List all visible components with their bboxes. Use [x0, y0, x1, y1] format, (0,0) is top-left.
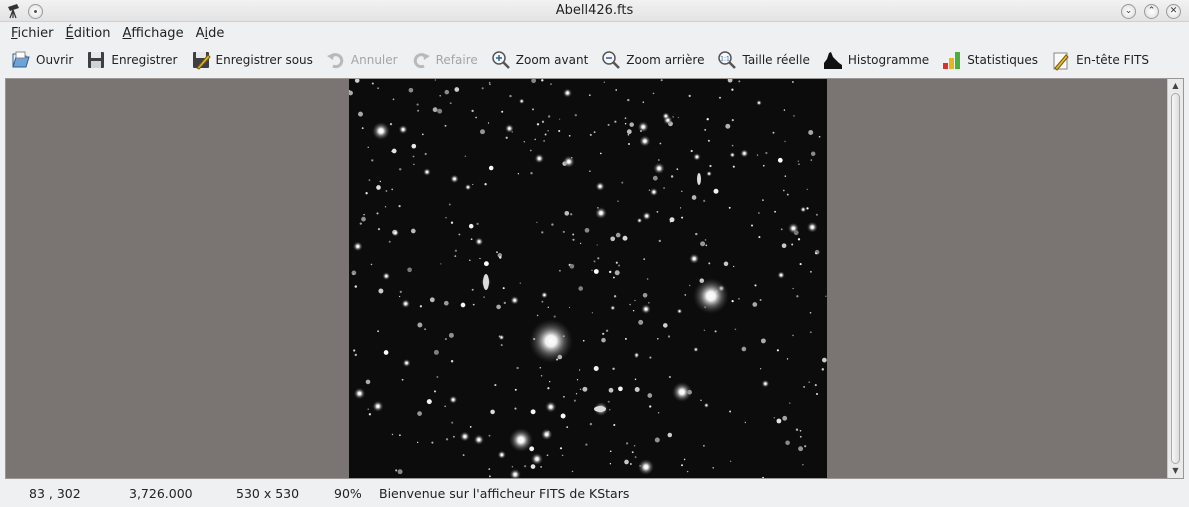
fits-image[interactable] — [349, 79, 827, 478]
menu-bar: Fichier Édition Affichage Aide — [0, 22, 1189, 44]
document-edit-icon — [1053, 52, 1069, 71]
status-message: Bienvenue sur l'afficheur FITS de KStars — [379, 485, 630, 501]
keep-above-button[interactable] — [28, 4, 43, 19]
zoom-out-icon — [602, 51, 621, 69]
menu-edition[interactable]: Édition — [65, 25, 111, 41]
kstars-telescope-icon[interactable] — [6, 3, 22, 19]
status-coordinates: 83 , 302 — [29, 485, 81, 501]
status-bar: 83 , 302 3,726.000 530 x 530 90% Bienven… — [0, 481, 1189, 505]
scroll-down-icon[interactable]: ▼ — [1172, 466, 1179, 475]
histogram-button[interactable]: Histogramme — [818, 47, 933, 73]
save-button[interactable]: Enregistrer — [81, 47, 181, 73]
vertical-scrollbar[interactable]: ▲ ▼ — [1167, 79, 1183, 478]
zoom-in-button[interactable]: Zoom avant — [486, 47, 593, 73]
scrollbar-thumb[interactable] — [1171, 93, 1180, 464]
statistics-button[interactable]: Statistiques — [937, 47, 1042, 73]
menu-affichage[interactable]: Affichage — [122, 25, 184, 41]
redo-icon — [413, 53, 430, 69]
main-toolbar: Ouvrir Enregistrer Enregistrer sous Annu… — [0, 45, 1189, 75]
histogram-icon — [823, 52, 842, 69]
menu-fichier[interactable]: Fichier — [11, 25, 54, 41]
minimize-button[interactable]: ⌄ — [1121, 4, 1136, 19]
zoom-in-icon — [492, 51, 510, 69]
window-title: Abell426.fts — [555, 3, 634, 18]
fits-view-area[interactable]: ▲ ▼ — [5, 78, 1184, 479]
fits-header-button[interactable]: En-tête FITS — [1046, 47, 1153, 73]
status-zoom: 90% — [334, 485, 362, 501]
scroll-up-icon[interactable]: ▲ — [1172, 81, 1179, 90]
zoom-original-icon: 1:1 — [718, 51, 737, 69]
status-image-size: 530 x 530 — [236, 485, 300, 501]
redo-button[interactable]: Refaire — [406, 47, 482, 73]
floppy-save-icon — [88, 52, 105, 68]
actual-size-button[interactable]: 1:1 Taille réelle — [712, 47, 813, 73]
title-bar: Abell426.fts ⌄ ⌃ ✕ — [0, 0, 1189, 22]
status-pixel-value: 3,726.000 — [129, 485, 193, 501]
zoom-out-button[interactable]: Zoom arrière — [596, 47, 708, 73]
menu-aide[interactable]: Aide — [195, 25, 225, 41]
svg-text:1:1: 1:1 — [721, 56, 731, 63]
save-as-button[interactable]: Enregistrer sous — [186, 47, 317, 73]
close-button[interactable]: ✕ — [1166, 4, 1181, 19]
bar-chart-icon — [943, 52, 961, 69]
undo-icon — [326, 53, 344, 69]
maximize-button[interactable]: ⌃ — [1144, 4, 1159, 19]
star-field — [349, 79, 827, 478]
save-as-icon — [192, 52, 211, 70]
open-document-icon — [12, 51, 30, 68]
open-button[interactable]: Ouvrir — [6, 47, 77, 73]
undo-button[interactable]: Annuler — [321, 47, 402, 73]
